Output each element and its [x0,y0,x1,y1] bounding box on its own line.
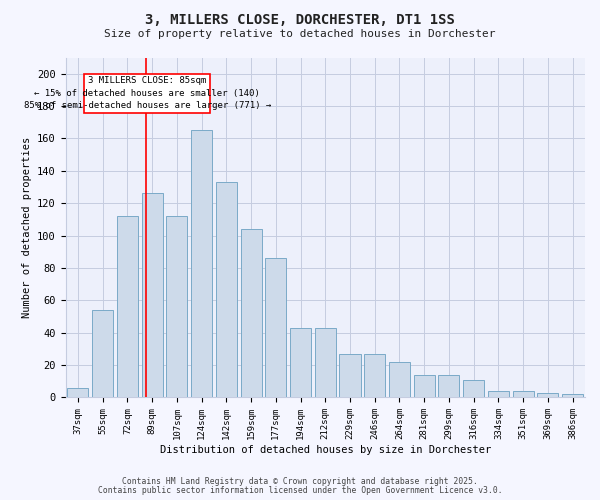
Bar [92,310,113,398]
Bar [389,362,410,398]
Bar [562,394,583,398]
Bar [414,375,435,398]
Text: ← 15% of detached houses are smaller (140): ← 15% of detached houses are smaller (14… [34,88,260,98]
Text: 85% of semi-detached houses are larger (771) →: 85% of semi-detached houses are larger (… [23,101,271,110]
Bar [265,258,286,398]
Bar [166,216,187,398]
Bar [315,328,336,398]
Text: Size of property relative to detached houses in Dorchester: Size of property relative to detached ho… [104,29,496,39]
Bar [538,392,559,398]
Bar [488,391,509,398]
Bar [512,391,533,398]
Text: 3 MILLERS CLOSE: 85sqm: 3 MILLERS CLOSE: 85sqm [88,76,206,86]
Bar [241,229,262,398]
Y-axis label: Number of detached properties: Number of detached properties [22,137,32,318]
Bar [290,328,311,398]
Bar [364,354,385,398]
Bar [191,130,212,398]
Bar [117,216,138,398]
Bar [216,182,237,398]
Text: Contains HM Land Registry data © Crown copyright and database right 2025.: Contains HM Land Registry data © Crown c… [122,477,478,486]
Text: Contains public sector information licensed under the Open Government Licence v3: Contains public sector information licen… [98,486,502,495]
Bar [340,354,361,398]
Bar [67,388,88,398]
Bar [463,380,484,398]
Bar [142,194,163,398]
Text: 3, MILLERS CLOSE, DORCHESTER, DT1 1SS: 3, MILLERS CLOSE, DORCHESTER, DT1 1SS [145,12,455,26]
FancyBboxPatch shape [84,74,210,112]
X-axis label: Distribution of detached houses by size in Dorchester: Distribution of detached houses by size … [160,445,491,455]
Bar [439,375,460,398]
